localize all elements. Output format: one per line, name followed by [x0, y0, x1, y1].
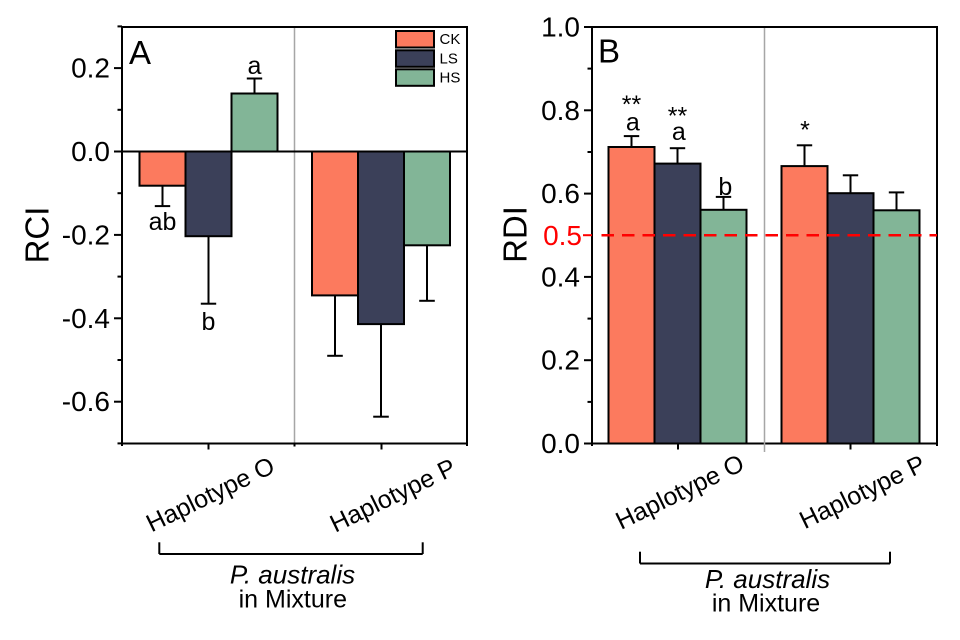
svg-text:in Mixture: in Mixture [239, 586, 347, 614]
svg-text:A: A [129, 34, 151, 71]
svg-text:HS: HS [440, 69, 461, 86]
svg-text:0.2: 0.2 [541, 345, 580, 376]
svg-text:0.0: 0.0 [541, 428, 580, 459]
svg-text:-0.2: -0.2 [62, 219, 110, 250]
svg-text:RDI: RDI [497, 206, 534, 263]
svg-text:**: ** [622, 91, 642, 119]
svg-text:-0.4: -0.4 [62, 303, 110, 334]
svg-text:a: a [626, 109, 640, 137]
svg-text:ab: ab [149, 208, 177, 236]
svg-text:CK: CK [440, 31, 461, 48]
svg-text:P. australis: P. australis [705, 564, 830, 594]
svg-text:1.0: 1.0 [541, 12, 580, 43]
svg-text:a: a [672, 118, 686, 146]
svg-text:B: B [598, 33, 620, 70]
svg-text:0.6: 0.6 [541, 178, 580, 209]
svg-text:0.8: 0.8 [541, 95, 580, 126]
svg-text:RCI: RCI [19, 207, 56, 264]
svg-text:b: b [718, 173, 732, 201]
svg-text:a: a [248, 52, 262, 80]
svg-text:LS: LS [440, 50, 458, 67]
svg-text:in Mixture: in Mixture [712, 590, 820, 618]
svg-text:0.2: 0.2 [71, 53, 110, 84]
svg-text:b: b [202, 308, 216, 336]
svg-text:0.0: 0.0 [71, 136, 110, 167]
svg-text:*: * [800, 117, 810, 145]
svg-text:0.4: 0.4 [541, 261, 580, 292]
svg-text:**: ** [668, 103, 688, 131]
svg-text:P. australis: P. australis [230, 560, 355, 590]
svg-text:0.5: 0.5 [543, 220, 582, 251]
svg-text:-0.6: -0.6 [62, 386, 110, 417]
